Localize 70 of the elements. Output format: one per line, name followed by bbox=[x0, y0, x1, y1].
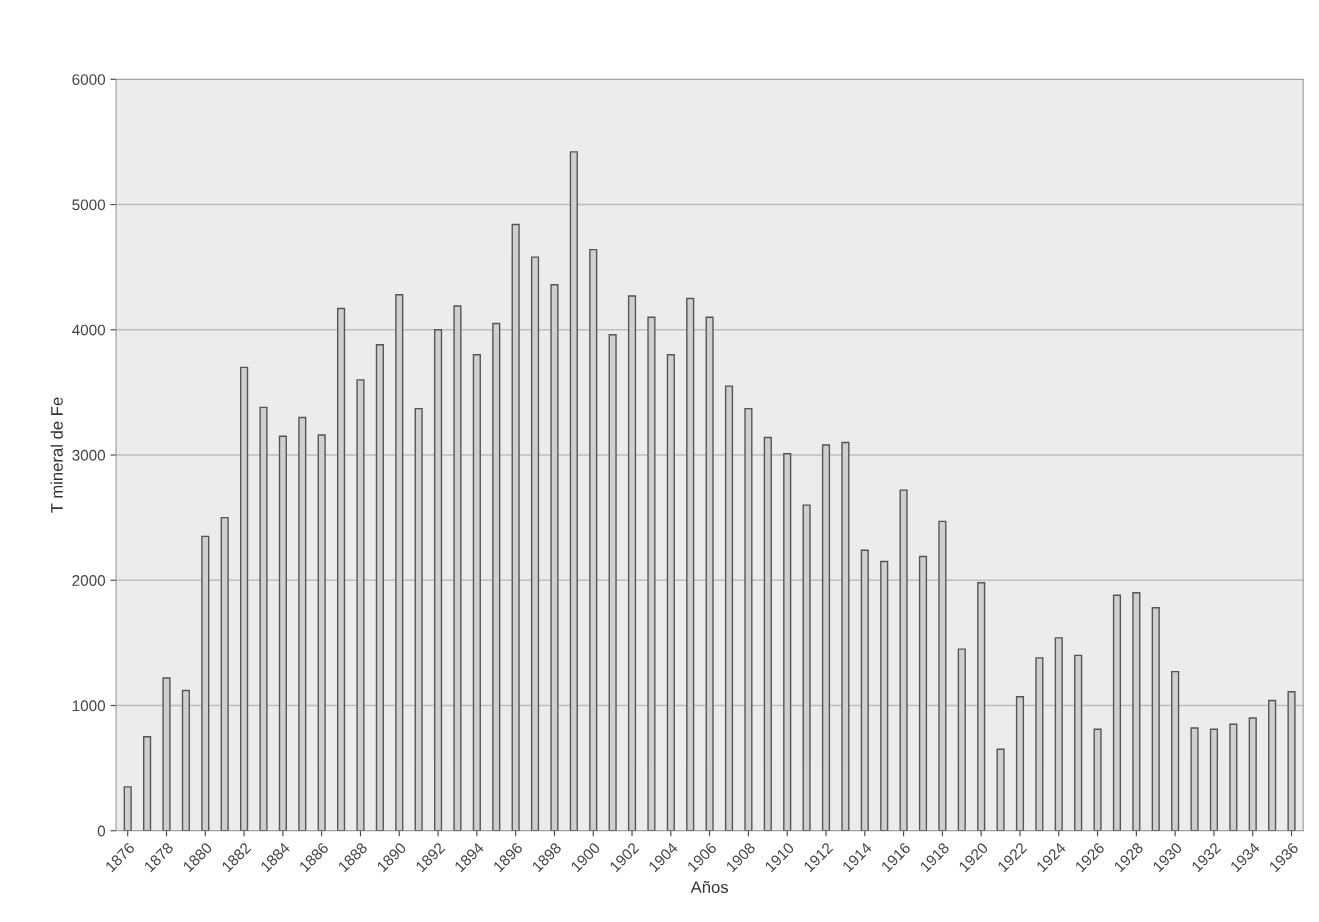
bar bbox=[336, 307, 346, 831]
bar bbox=[1248, 717, 1257, 831]
bar bbox=[783, 453, 792, 831]
bar bbox=[627, 295, 637, 831]
bar bbox=[375, 344, 384, 831]
y-tick-label: 3000 bbox=[72, 449, 106, 461]
y-tick-label: 4000 bbox=[72, 324, 106, 336]
bar bbox=[977, 582, 986, 831]
x-axis-title: Años bbox=[690, 880, 729, 894]
bar bbox=[1229, 723, 1238, 831]
bar bbox=[1151, 607, 1160, 831]
bar bbox=[259, 406, 268, 831]
bar bbox=[666, 354, 675, 831]
bar bbox=[1074, 654, 1083, 831]
bar bbox=[1054, 637, 1063, 831]
bar bbox=[569, 151, 578, 831]
bar bbox=[240, 366, 249, 831]
bar bbox=[1035, 657, 1044, 831]
bar bbox=[201, 535, 210, 831]
bar bbox=[763, 436, 772, 831]
y-tick-label: 0 bbox=[97, 825, 106, 837]
bar bbox=[724, 385, 734, 831]
bar bbox=[414, 407, 423, 831]
bar bbox=[802, 504, 811, 831]
bar bbox=[705, 316, 714, 831]
bar bbox=[1171, 670, 1180, 831]
bar bbox=[744, 407, 753, 831]
bar bbox=[938, 520, 947, 831]
bar bbox=[841, 441, 850, 831]
bar bbox=[918, 555, 928, 831]
bar bbox=[395, 294, 404, 831]
bar bbox=[1287, 691, 1296, 831]
bar bbox=[317, 434, 326, 831]
bar bbox=[472, 354, 481, 831]
bar bbox=[1112, 594, 1122, 831]
bar bbox=[880, 560, 889, 831]
bar bbox=[821, 444, 831, 831]
bar bbox=[1132, 592, 1141, 831]
bar bbox=[143, 736, 152, 831]
bar bbox=[1015, 696, 1025, 831]
bar bbox=[647, 316, 656, 831]
bar bbox=[589, 248, 598, 831]
bar bbox=[860, 549, 869, 831]
y-axis-title: T mineral de Fe bbox=[50, 397, 63, 513]
bar bbox=[1093, 728, 1102, 831]
bar bbox=[356, 379, 365, 831]
bar bbox=[492, 322, 501, 831]
bar bbox=[162, 677, 171, 831]
bar bbox=[608, 334, 617, 831]
bar bbox=[298, 416, 307, 831]
bar bbox=[686, 297, 695, 831]
bar bbox=[181, 689, 190, 831]
bar bbox=[1209, 728, 1219, 831]
y-tick-label: 2000 bbox=[72, 575, 106, 586]
y-tick-label: 1000 bbox=[72, 700, 106, 712]
y-tick-label: 5000 bbox=[72, 199, 106, 211]
bar bbox=[899, 489, 908, 831]
bar bbox=[511, 223, 520, 831]
bar bbox=[453, 305, 462, 831]
bar bbox=[996, 748, 1005, 831]
bar bbox=[433, 329, 443, 831]
bar bbox=[957, 648, 966, 831]
bar bbox=[220, 516, 229, 831]
bar bbox=[530, 256, 540, 831]
bar bbox=[278, 435, 287, 831]
bar bbox=[123, 786, 132, 831]
bar bbox=[1190, 727, 1199, 831]
bar bbox=[1268, 699, 1277, 831]
y-tick-label: 6000 bbox=[72, 74, 106, 85]
bar bbox=[550, 283, 559, 831]
